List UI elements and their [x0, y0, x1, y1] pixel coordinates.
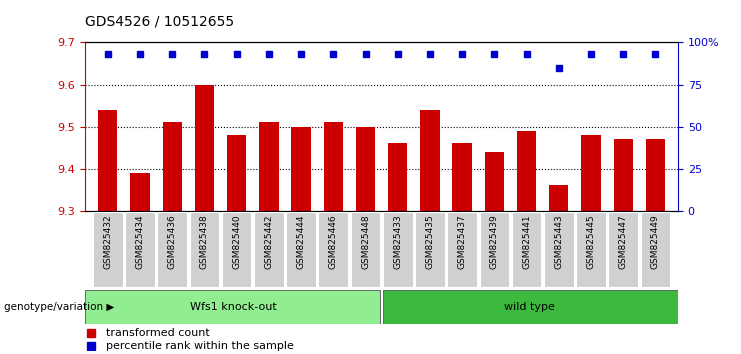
Text: GSM825439: GSM825439: [490, 215, 499, 269]
FancyBboxPatch shape: [576, 212, 606, 287]
FancyBboxPatch shape: [350, 212, 380, 287]
FancyBboxPatch shape: [93, 212, 122, 287]
Text: percentile rank within the sample: percentile rank within the sample: [106, 341, 294, 351]
Text: transformed count: transformed count: [106, 327, 210, 338]
FancyBboxPatch shape: [544, 212, 574, 287]
Text: GSM825442: GSM825442: [265, 215, 273, 269]
Text: GSM825435: GSM825435: [425, 215, 434, 269]
FancyBboxPatch shape: [383, 290, 678, 324]
Text: GSM825444: GSM825444: [296, 215, 305, 269]
Bar: [130, 173, 150, 211]
Bar: [162, 122, 182, 211]
Bar: [646, 139, 665, 211]
Bar: [324, 122, 343, 211]
Bar: [614, 139, 633, 211]
Text: GSM825433: GSM825433: [393, 215, 402, 269]
Bar: [549, 185, 568, 211]
Bar: [388, 143, 408, 211]
Bar: [227, 135, 246, 211]
FancyBboxPatch shape: [319, 212, 348, 287]
FancyBboxPatch shape: [383, 212, 413, 287]
Text: GSM825446: GSM825446: [329, 215, 338, 269]
Text: GSM825448: GSM825448: [361, 215, 370, 269]
Text: GSM825443: GSM825443: [554, 215, 563, 269]
Bar: [582, 135, 601, 211]
Bar: [485, 152, 504, 211]
Bar: [517, 131, 536, 211]
FancyBboxPatch shape: [479, 212, 509, 287]
Bar: [291, 127, 310, 211]
Bar: [259, 122, 279, 211]
FancyBboxPatch shape: [157, 212, 187, 287]
FancyBboxPatch shape: [512, 212, 542, 287]
FancyBboxPatch shape: [286, 212, 316, 287]
Bar: [356, 127, 375, 211]
Text: GSM825441: GSM825441: [522, 215, 531, 269]
Text: GSM825436: GSM825436: [167, 215, 176, 269]
FancyBboxPatch shape: [641, 212, 671, 287]
Text: GSM825434: GSM825434: [136, 215, 144, 269]
Text: GSM825445: GSM825445: [587, 215, 596, 269]
Text: GSM825437: GSM825437: [458, 215, 467, 269]
FancyBboxPatch shape: [415, 212, 445, 287]
Bar: [453, 143, 472, 211]
Text: GSM825440: GSM825440: [232, 215, 241, 269]
FancyBboxPatch shape: [222, 212, 251, 287]
FancyBboxPatch shape: [608, 212, 638, 287]
Text: GSM825438: GSM825438: [200, 215, 209, 269]
FancyBboxPatch shape: [190, 212, 219, 287]
Text: GDS4526 / 10512655: GDS4526 / 10512655: [85, 14, 234, 28]
Text: GSM825449: GSM825449: [651, 215, 660, 269]
Text: Wfs1 knock-out: Wfs1 knock-out: [190, 302, 277, 312]
FancyBboxPatch shape: [125, 212, 155, 287]
Bar: [420, 110, 439, 211]
FancyBboxPatch shape: [448, 212, 477, 287]
FancyBboxPatch shape: [254, 212, 284, 287]
Text: genotype/variation ▶: genotype/variation ▶: [4, 302, 114, 312]
Text: GSM825447: GSM825447: [619, 215, 628, 269]
Text: wild type: wild type: [505, 302, 555, 312]
Bar: [98, 110, 117, 211]
Text: GSM825432: GSM825432: [103, 215, 113, 269]
FancyBboxPatch shape: [85, 290, 380, 324]
Bar: [195, 85, 214, 211]
